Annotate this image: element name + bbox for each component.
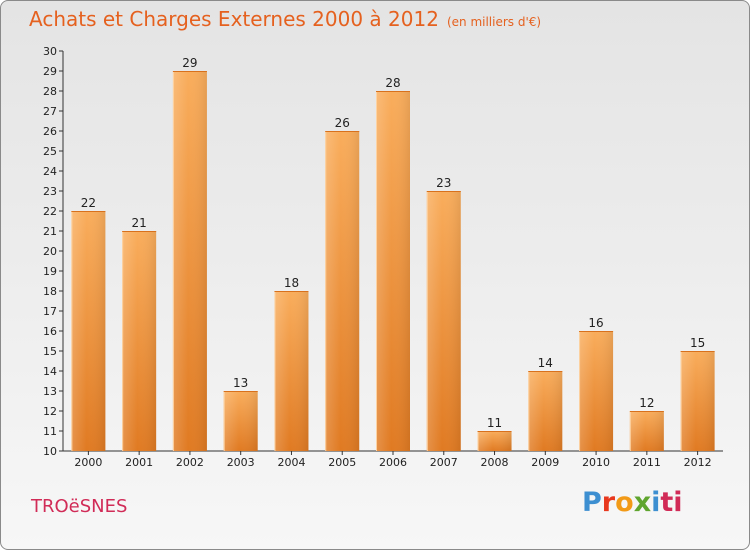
y-tick-label: 11	[43, 425, 57, 438]
bar-shade	[172, 71, 207, 451]
y-tick-label: 16	[43, 325, 57, 338]
bar-shade	[325, 131, 360, 451]
y-tick-label: 20	[43, 245, 57, 258]
bar-shade	[579, 331, 614, 451]
data-label: 14	[538, 356, 553, 370]
x-tick-label: 2000	[74, 456, 102, 469]
chart-title: Achats et Charges Externes 2000 à 2012 (e…	[29, 7, 541, 31]
x-tick-label: 2010	[582, 456, 610, 469]
logo-letter: ti	[660, 487, 683, 518]
x-tick-label: 2007	[430, 456, 458, 469]
x-tick-label: 2001	[125, 456, 153, 469]
y-tick-label: 17	[43, 305, 57, 318]
y-tick-label: 10	[43, 445, 57, 458]
bar-shade	[376, 91, 410, 451]
data-label: 29	[182, 56, 197, 70]
x-tick-label: 2002	[176, 456, 204, 469]
y-tick-label: 14	[43, 365, 57, 378]
y-tick-label: 27	[43, 105, 57, 118]
y-tick-label: 13	[43, 385, 57, 398]
y-axis: 10 11 12 13 14 15 16 17 18 19 20 21 22 23 24 25 26 27 28 29…	[43, 45, 64, 458]
commune-name: TROëSNES	[31, 496, 128, 517]
y-tick-label: 23	[43, 185, 57, 198]
x-tick-label: 2012	[684, 456, 712, 469]
y-tick-label: 15	[43, 345, 57, 358]
bar-shade	[528, 371, 563, 451]
logo-letter: P	[582, 487, 602, 518]
y-tick-label: 25	[43, 145, 57, 158]
x-tick-label: 2011	[633, 456, 661, 469]
chart-title-text: Achats et Charges Externes 2000 à 2012	[29, 7, 439, 31]
data-label: 15	[690, 336, 705, 350]
data-label: 21	[132, 216, 147, 230]
data-label: 26	[335, 116, 350, 130]
y-tick-label: 18	[43, 285, 57, 298]
logo-letter: i	[651, 487, 661, 518]
x-tick-label: 2003	[227, 456, 255, 469]
x-tick-label: 2006	[379, 456, 407, 469]
bar-shade	[629, 411, 664, 451]
x-tick-label: 2004	[277, 456, 305, 469]
data-label: 12	[639, 396, 654, 410]
y-tick-label: 21	[43, 225, 57, 238]
logo-letter: r	[601, 487, 616, 518]
x-axis: 2000 2001 2002 2003 2004 2005 2006 2007 2008 2009…	[63, 450, 723, 469]
y-tick-label: 19	[43, 265, 57, 278]
bar-shade	[223, 391, 258, 451]
chart-subtitle: (en milliers d'€)	[446, 15, 542, 29]
proxiti-logo[interactable]: Proxiti	[582, 487, 683, 518]
data-label: 11	[487, 416, 502, 430]
logo-letter: o	[615, 487, 634, 518]
y-tick-label: 12	[43, 405, 57, 418]
x-tick-label: 2009	[531, 456, 559, 469]
data-label: 22	[81, 196, 96, 210]
data-label: 18	[284, 276, 299, 290]
bar-shade	[274, 291, 309, 451]
data-label: 23	[436, 176, 451, 190]
logo-letter: x	[633, 487, 652, 518]
bar-labels: 22 21 29 13 18 26 28 23 11 14 16 12 15	[81, 56, 706, 430]
bar-shade	[477, 431, 512, 451]
bar-shade	[122, 231, 157, 451]
bar-shade	[426, 191, 461, 451]
x-tick-label: 2005	[328, 456, 356, 469]
bar-shade	[71, 211, 106, 451]
bar-shade	[680, 351, 715, 451]
data-label: 13	[233, 376, 248, 390]
x-tick-label: 2008	[481, 456, 509, 469]
data-label: 28	[385, 76, 400, 90]
y-tick-label: 22	[43, 205, 57, 218]
data-label: 16	[588, 316, 603, 330]
y-tick-label: 24	[43, 165, 57, 178]
bars	[71, 71, 715, 451]
y-tick-label: 26	[43, 125, 57, 138]
y-tick-label: 28	[43, 85, 57, 98]
y-tick-label: 29	[43, 65, 57, 78]
y-tick-label: 30	[43, 45, 57, 58]
